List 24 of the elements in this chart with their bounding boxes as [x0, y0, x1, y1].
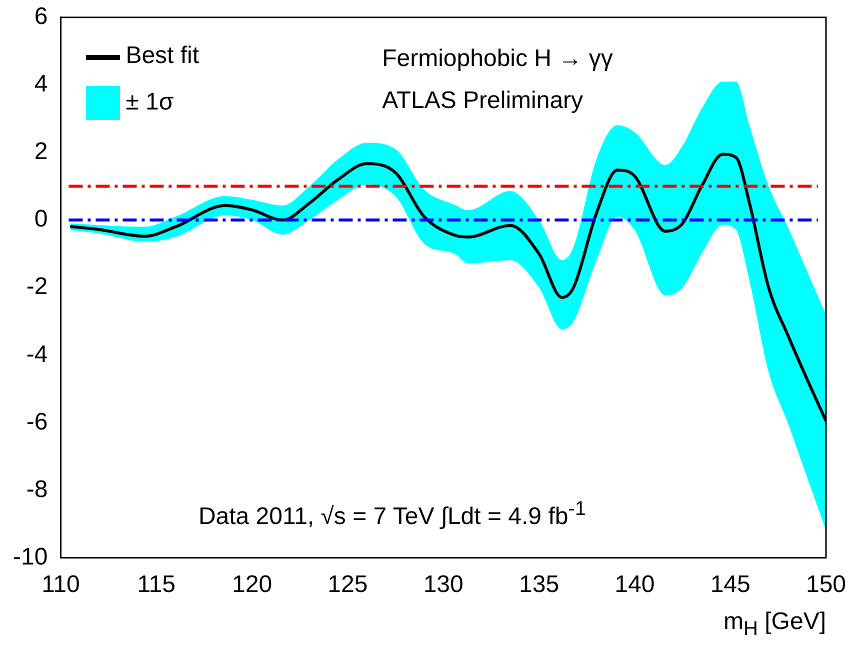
y-tick-label: -8 — [26, 476, 48, 503]
annotation: ATLAS Preliminary — [382, 87, 584, 116]
x-tick-label: 110 — [42, 570, 80, 598]
x-tick-label: 145 — [710, 570, 750, 598]
legend-label: Best fit — [124, 42, 200, 70]
annotation: Fermiophobic H → γγ — [382, 45, 613, 74]
x-tick-label: 115 — [137, 570, 176, 598]
annotation: ± 1σ — [124, 88, 174, 118]
x-tick-label: 125 — [328, 570, 368, 598]
x-tick-label: 120 — [232, 570, 272, 598]
annotation: Data 2011, √s = 7 TeV ∫Ldt = 4.9 fb$^{-1}$ — [198, 498, 586, 531]
y-tick-label: -10 — [13, 543, 48, 570]
y-tick-label: 4 — [34, 70, 48, 98]
y-tick-label: -6 — [26, 408, 48, 436]
x-tick-label: 135 — [518, 570, 560, 598]
y-tick-label: -4 — [26, 340, 48, 368]
y-tick-label: 2 — [34, 138, 48, 166]
x-tick-label: 130 — [423, 570, 464, 598]
x-tick-label: 140 — [614, 570, 655, 598]
y-tick-label: -2 — [26, 273, 48, 300]
y-tick-label: 0 — [34, 206, 48, 233]
x-axis-title: m$_{H}$ [GeV] — [724, 608, 826, 641]
y-tick-label: 6 — [34, 3, 48, 30]
x-tick-label: 150 — [806, 570, 846, 598]
